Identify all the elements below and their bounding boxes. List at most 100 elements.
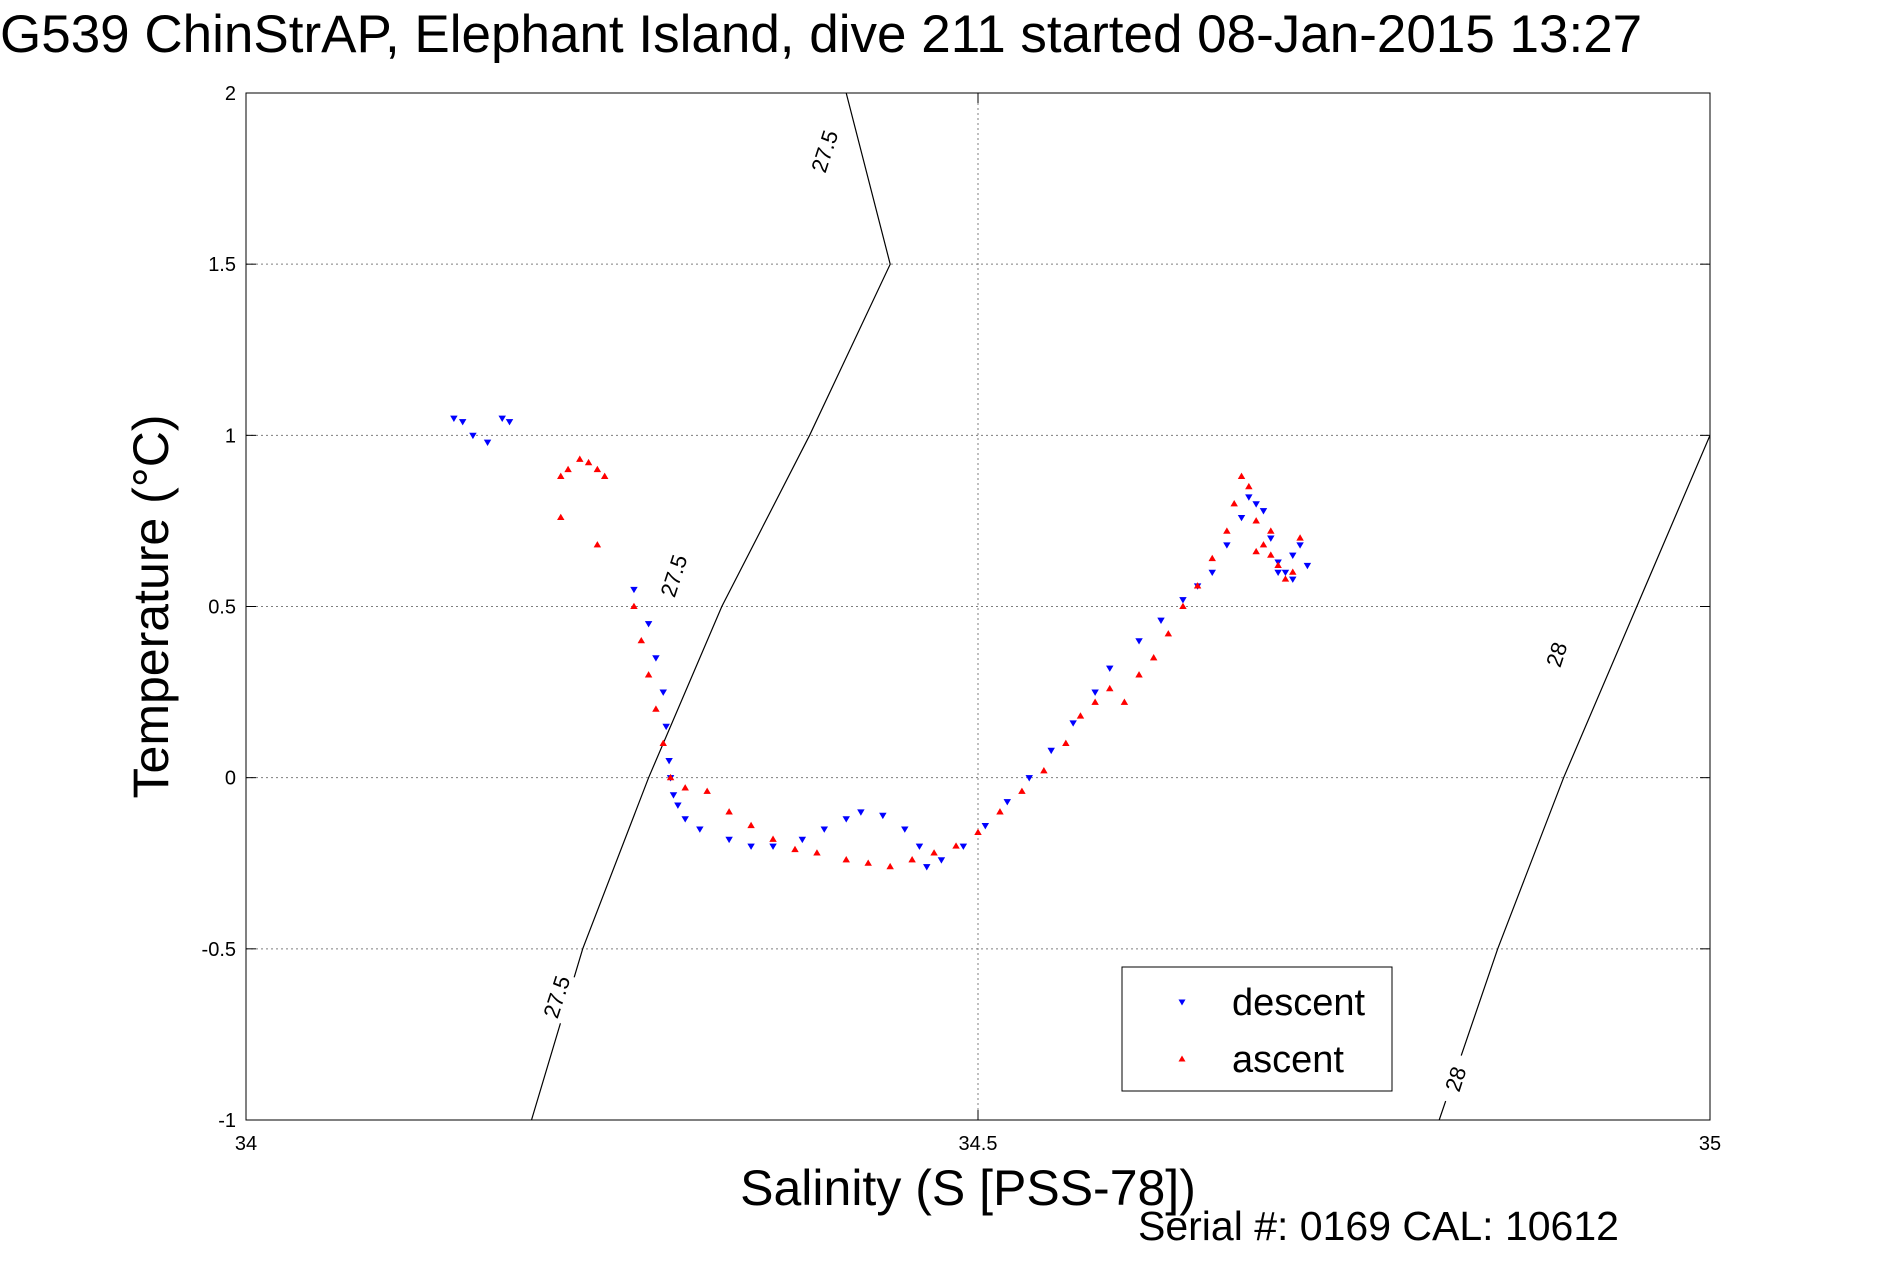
y-tick-label: -0.5 [202, 939, 236, 961]
y-tick-label: 0 [225, 768, 236, 790]
x-tick-label: 34.5 [959, 1133, 998, 1155]
ascent-point [644, 671, 653, 678]
descent-point [1267, 535, 1275, 542]
contour-label: 27.5 [806, 127, 843, 175]
ascent-point [1230, 500, 1238, 507]
descent-point [659, 689, 667, 696]
descent-point [1289, 576, 1297, 583]
y-tick-label: 1.5 [208, 254, 236, 276]
ascent-point [557, 513, 565, 521]
descent-point [1208, 569, 1216, 577]
y-tick-label: 2 [225, 83, 236, 105]
series-descent [450, 415, 1312, 871]
descent-point [1069, 720, 1077, 727]
descent-point [1047, 747, 1055, 755]
ascent-point [1193, 582, 1202, 589]
contour-label-bg [803, 124, 846, 179]
legend-box [1121, 966, 1393, 1092]
ascent-point [1040, 767, 1048, 774]
descent-point [669, 792, 678, 799]
ascent-point [593, 541, 602, 548]
contour-label-bg [652, 548, 695, 603]
descent-point [469, 432, 477, 440]
chart-title: G539 ChinStrAP, Elephant Island, dive 21… [0, 5, 1643, 64]
ascent-point [1274, 561, 1282, 568]
ascent-point [952, 842, 960, 849]
descent-point [915, 843, 924, 850]
y-tick-label: 0.5 [208, 597, 236, 619]
ascent-point [725, 808, 733, 815]
descent-point [1296, 542, 1304, 549]
descent-point [681, 816, 689, 823]
ascent-point [1281, 575, 1290, 582]
descent-point [450, 415, 458, 423]
isopycnal-line-27.5 [530, 93, 891, 1120]
ascent-point [1076, 712, 1085, 719]
descent-point [696, 826, 704, 833]
ascent-point [1091, 698, 1099, 705]
descent-point [820, 826, 829, 833]
ascent-point [930, 849, 938, 856]
ascent-point [1267, 551, 1275, 558]
descent-point [1289, 552, 1297, 559]
descent-point [1106, 665, 1114, 672]
descent-point [662, 723, 670, 731]
ascent-point [659, 739, 667, 746]
descent-point [959, 843, 968, 850]
ascent-point [1252, 517, 1260, 524]
descent-point [1245, 494, 1253, 501]
descent-point [644, 621, 653, 628]
contour-label: 27.5 [655, 552, 692, 600]
descent-point [1274, 569, 1282, 577]
ascent-point [666, 773, 675, 781]
descent-point [923, 864, 931, 871]
ascent-point [1062, 739, 1070, 746]
ascent-point [1208, 554, 1216, 562]
ascent-point [652, 705, 660, 712]
ascent-point [1267, 527, 1275, 534]
descent-point [725, 836, 733, 844]
ascent-point [1135, 671, 1143, 678]
descent-point [1003, 799, 1012, 806]
x-tick-label: 35 [1699, 1133, 1721, 1155]
ascent-point [1252, 547, 1260, 555]
descent-point [879, 812, 887, 820]
descent-point [747, 843, 755, 850]
descent-point [498, 415, 506, 423]
axis-ticks: 34 34.5 35 -1 -0.5 0 0.5 1 1.5 2 [202, 83, 1722, 1155]
ascent-point [637, 636, 646, 644]
descent-point [1025, 775, 1033, 782]
ascent-point [584, 458, 593, 466]
legend[interactable]: descent ascent [1121, 966, 1393, 1092]
descent-point [1237, 514, 1246, 522]
ascent-point [1120, 698, 1129, 705]
ascent-point [974, 828, 982, 835]
ascent-point [1289, 568, 1297, 575]
legend-label-descent: descent [1232, 982, 1366, 1024]
descent-point [483, 439, 492, 446]
descent-point [1157, 617, 1165, 624]
ascent-point [1164, 630, 1173, 637]
descent-point [798, 836, 807, 844]
descent-point [937, 857, 946, 864]
y-tick-label: 1 [225, 425, 236, 447]
ascent-point [769, 835, 777, 842]
isopycnal-line-28 [1438, 435, 1710, 1120]
descent-point [901, 826, 909, 833]
descent-point [674, 802, 682, 809]
serial-calibration-label: Serial #: 0169 CAL: 10612 [1138, 1203, 1619, 1249]
ascent-point [886, 862, 894, 870]
descent-point [1252, 501, 1260, 508]
ascent-point [593, 465, 602, 473]
legend-marker-descent [1178, 999, 1186, 1006]
ascent-point [842, 856, 850, 863]
ascent-point [791, 845, 799, 853]
descent-point [458, 419, 467, 426]
ascent-point [813, 849, 821, 856]
ascent-point [1149, 654, 1158, 661]
y-axis-label: Temperature (°C) [123, 415, 179, 799]
grid [246, 93, 1710, 1120]
ascent-point [1296, 534, 1304, 541]
descent-point [1135, 638, 1143, 645]
